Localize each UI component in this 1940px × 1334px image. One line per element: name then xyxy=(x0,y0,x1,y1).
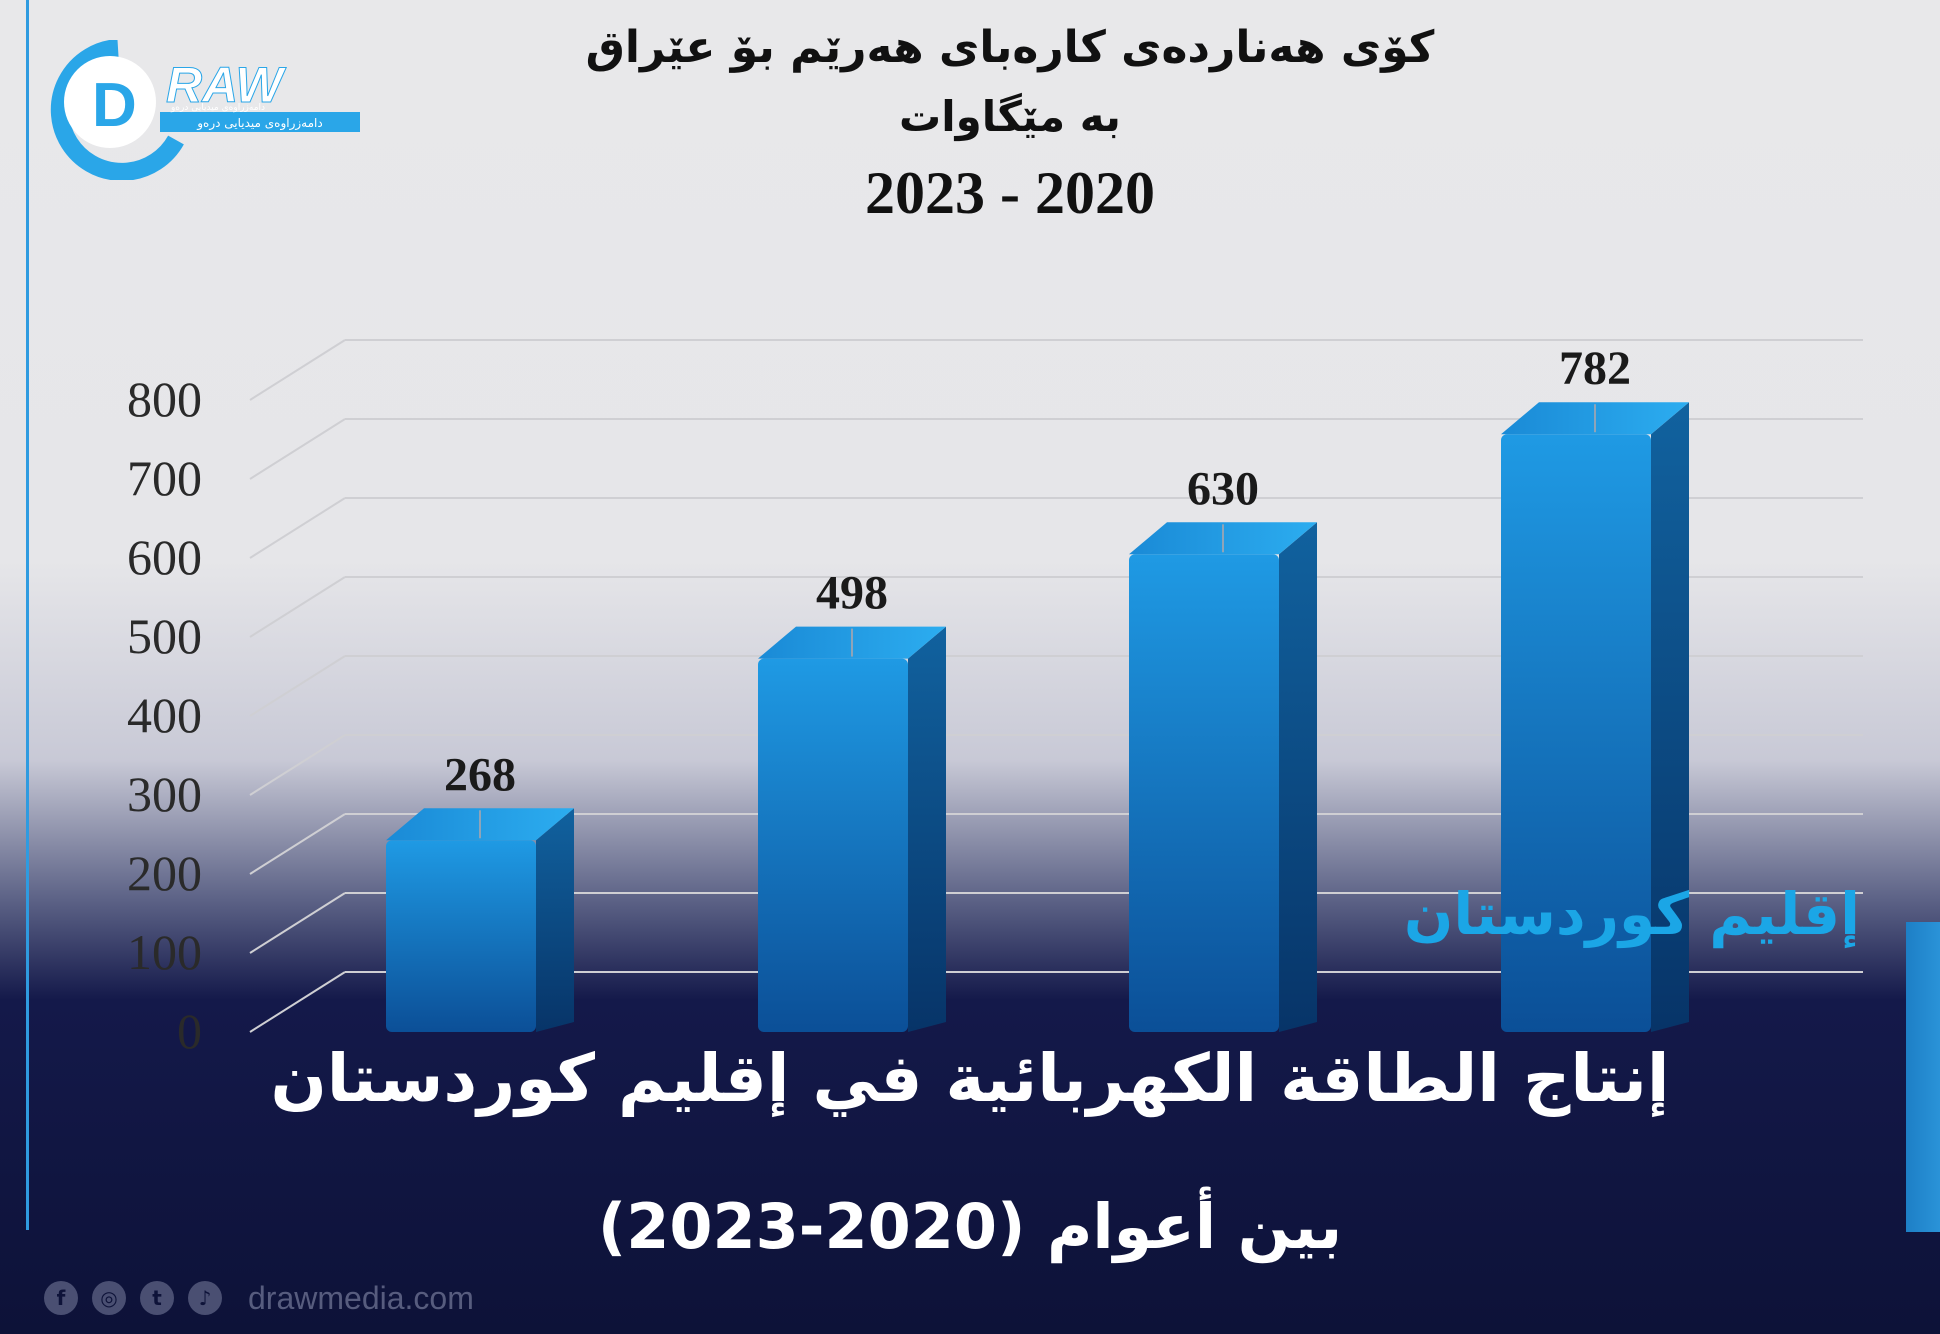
title-line-2: بە مێگاوات xyxy=(899,92,1121,141)
headline-line-1: إنتاج الطاقة الكهربائية في إقليم كوردستا… xyxy=(270,1040,1670,1117)
headline-line-2: بين أعوام (2020-2023) xyxy=(597,1190,1343,1263)
region-label: إقليم كوردستان xyxy=(1403,880,1860,948)
logo-tagline: دامەزراوەی میدیایی درەو xyxy=(196,116,322,131)
twitter-icon[interactable]: t xyxy=(140,1281,174,1315)
instagram-icon[interactable]: ◎ xyxy=(92,1281,126,1315)
logo-tagline-small: دامەزراوەی میدیایی درەو xyxy=(170,103,265,113)
chart-title: کۆی هەناردەی کارەبای هەرێم بۆ عێراق بە م… xyxy=(440,10,1580,238)
gridline-depth xyxy=(249,339,346,401)
title-line-3: 2023 - 2020 xyxy=(865,160,1155,226)
bar xyxy=(1129,522,1317,1032)
gridline-depth xyxy=(249,655,346,717)
y-tick-label: 200 xyxy=(127,845,202,901)
gridline-depth xyxy=(249,497,346,559)
right-accent-bar xyxy=(1906,922,1940,1232)
bar xyxy=(1501,402,1689,1033)
data-label: 782 xyxy=(1559,342,1631,395)
data-label: 268 xyxy=(444,748,516,801)
y-tick-label: 400 xyxy=(127,687,202,743)
bar-front xyxy=(386,840,536,1032)
y-tick-label: 700 xyxy=(127,450,202,506)
y-tick-label: 800 xyxy=(127,371,202,427)
y-tick-label: 100 xyxy=(127,924,202,980)
gridline-depth xyxy=(249,576,346,638)
gridline-depth xyxy=(249,892,346,954)
bar-front xyxy=(1501,434,1651,1033)
bar xyxy=(758,626,946,1032)
bar-side xyxy=(1279,522,1317,1032)
gridline-depth xyxy=(249,418,346,480)
tiktok-icon[interactable]: ♪ xyxy=(188,1281,222,1315)
gridline-depth xyxy=(249,971,346,1033)
y-tick-label: 0 xyxy=(177,1003,202,1059)
bar xyxy=(386,808,574,1032)
data-label: 630 xyxy=(1187,462,1259,515)
draw-logo: D RAW دامەزراوەی میدیایی درەو دامەزراوەی… xyxy=(50,40,360,180)
left-accent-rule xyxy=(26,0,29,1230)
bar-side xyxy=(536,808,574,1032)
gridline-depth xyxy=(249,734,346,796)
y-tick-label: 600 xyxy=(127,529,202,585)
bar-front xyxy=(1129,554,1279,1032)
gridline-depth xyxy=(249,813,346,875)
facebook-icon[interactable]: f xyxy=(44,1281,78,1315)
bar-front xyxy=(758,658,908,1032)
title-line-1: کۆی هەناردەی کارەبای هەرێم بۆ عێراق xyxy=(585,22,1435,73)
y-tick-label: 500 xyxy=(127,608,202,664)
logo-text: RAW xyxy=(166,57,286,113)
bar-side xyxy=(908,626,946,1032)
website-link[interactable]: drawmedia.com xyxy=(248,1279,474,1316)
bar-side xyxy=(1651,402,1689,1033)
data-label: 498 xyxy=(816,567,888,620)
y-tick-label: 300 xyxy=(127,766,202,822)
footer: f ◎ t ♪ drawmedia.com xyxy=(44,1278,474,1318)
logo-letter: D xyxy=(92,71,137,140)
